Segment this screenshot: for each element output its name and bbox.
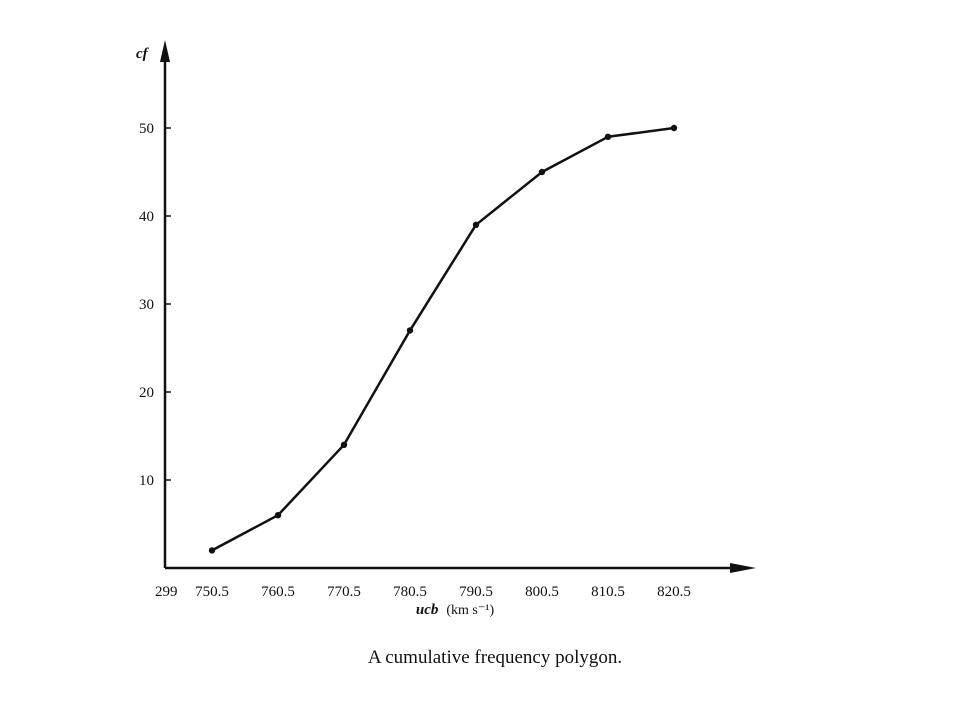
y-ticks: 10 20 30 40 50 xyxy=(139,121,171,489)
x-axis-arrowhead xyxy=(730,563,756,573)
y-tick-label: 30 xyxy=(139,297,154,313)
x-tick-label: 810.5 xyxy=(591,584,625,600)
data-point xyxy=(472,221,480,228)
data-point xyxy=(406,327,414,334)
x-tick-label: 760.5 xyxy=(261,584,295,600)
series xyxy=(208,124,678,554)
y-tick-label: 10 xyxy=(139,473,154,489)
y-tick-label: 50 xyxy=(139,121,154,137)
y-axis-arrowhead xyxy=(160,40,170,62)
y-axis-label: cf xyxy=(136,46,150,62)
x-tick-label: 790.5 xyxy=(459,584,493,600)
x-ticks: 750.5 760.5 770.5 780.5 790.5 800.5 810.5 820.5 xyxy=(195,584,691,600)
data-point xyxy=(604,133,612,140)
data-point xyxy=(670,124,678,132)
x-axis-variable: ucb xyxy=(416,602,439,618)
x-break-label: 299 xyxy=(155,584,178,600)
x-tick-label: 800.5 xyxy=(525,584,559,600)
x-tick-label: 770.5 xyxy=(327,584,361,600)
data-point xyxy=(340,441,348,448)
data-point xyxy=(274,512,282,519)
data-point xyxy=(538,168,546,176)
x-tick-label: 820.5 xyxy=(657,584,691,600)
x-axis-label: ucb (km s⁻¹) xyxy=(416,601,495,618)
data-point xyxy=(208,547,216,554)
series-line xyxy=(211,126,675,552)
y-tick-label: 20 xyxy=(139,385,154,401)
chart-caption: A cumulative frequency polygon. xyxy=(368,647,622,668)
axes xyxy=(160,40,756,573)
y-tick-label: 40 xyxy=(139,209,154,225)
x-tick-label: 750.5 xyxy=(195,584,229,600)
x-axis-unit: (km s⁻¹) xyxy=(446,603,494,618)
x-tick-label: 780.5 xyxy=(393,584,427,600)
